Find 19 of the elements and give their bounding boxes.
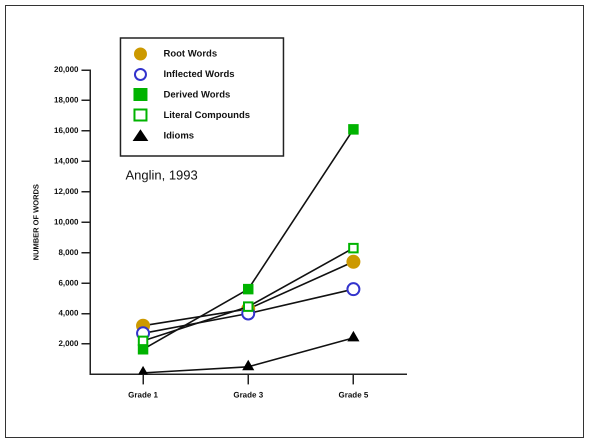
legend-label: Derived Words [163,90,230,101]
legend-label: Literal Compounds [163,110,250,122]
legend-label: Root Words [163,48,218,60]
y-tick-label: 4,000 [58,308,80,318]
y-tick-label: 20,000 [54,65,80,74]
x-tick-label: Grade 1 [128,390,159,400]
y-tick-label: 14,000 [54,156,80,166]
y-tick-label: 16,000 [54,126,80,136]
y-tick-label: 2,000 [58,339,80,348]
legend-label: Idioms [163,130,194,142]
x-tick-label: Grade 3 [233,390,264,400]
annotation: Anglin, 1993 [125,168,198,183]
y-tick-label: 10,000 [54,217,80,226]
y-tick-label: 18,000 [54,96,80,105]
y-tick-label: 12,000 [54,186,80,196]
x-tick-label: Grade 5 [338,390,369,400]
legend-label: Inflected Words [163,69,235,80]
y-tick-label: 6,000 [58,278,80,288]
y-tick-label: 8,000 [58,248,80,257]
